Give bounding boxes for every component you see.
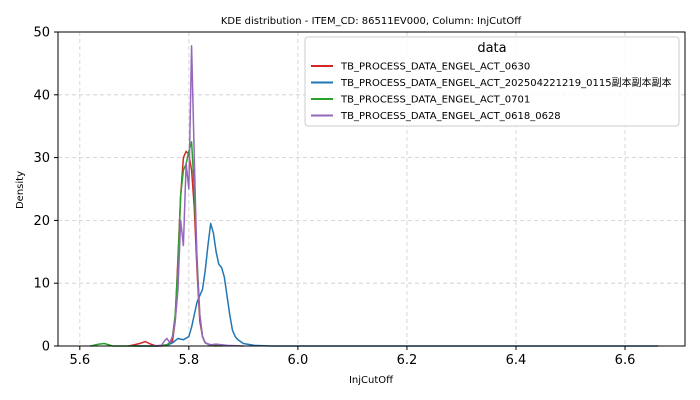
y-tick-label: 40 <box>33 88 50 103</box>
x-tick-label: 6.4 <box>506 353 527 368</box>
x-tick-label: 6.0 <box>288 353 309 368</box>
series-line-1 <box>128 150 217 347</box>
series-line-4 <box>149 45 245 347</box>
series-line-2 <box>133 222 659 347</box>
plot-frame <box>57 31 686 347</box>
y-tick-label: 20 <box>33 214 50 229</box>
legend: data TB_PROCESS_DATA_ENGEL_ACT_0630TB_PR… <box>304 36 680 127</box>
legend-items: TB_PROCESS_DATA_ENGEL_ACT_0630 TB_PROCESS… <box>311 62 672 122</box>
x-tick-label: 5.8 <box>179 353 200 368</box>
y-axis-label: Density <box>15 171 26 209</box>
legend-label-3: TB_PROCESS_DATA_ENGEL_ACT_0701 <box>340 95 530 106</box>
y-tick-label: 10 <box>33 277 50 292</box>
x-tick-label: 6.6 <box>615 353 636 368</box>
legend-label-4: TB_PROCESS_DATA_ENGEL_ACT_0618_0628 <box>340 111 561 122</box>
legend-title: data <box>477 41 506 56</box>
y-tick-label: 30 <box>33 151 50 166</box>
x-tick-label: 6.2 <box>397 353 418 368</box>
legend-label-2: TB_PROCESS_DATA_ENGEL_ACT_202504221219_0… <box>340 76 672 89</box>
series-layer <box>89 45 659 347</box>
axis-ticks: 5.6 5.8 6.0 6.2 6.4 6.6 0 10 20 30 40 50 <box>33 26 635 369</box>
chart-title: KDE distribution - ITEM_CD: 86511EV000, … <box>221 16 522 27</box>
legend-label-1: TB_PROCESS_DATA_ENGEL_ACT_0630 <box>340 62 530 73</box>
x-axis-label: InjCutOff <box>349 375 394 386</box>
x-tick-label: 5.6 <box>69 353 90 368</box>
legend-box <box>304 36 680 127</box>
series-line-3 <box>89 141 223 347</box>
y-tick-label: 50 <box>33 26 50 41</box>
y-tick-label: 0 <box>42 340 50 355</box>
